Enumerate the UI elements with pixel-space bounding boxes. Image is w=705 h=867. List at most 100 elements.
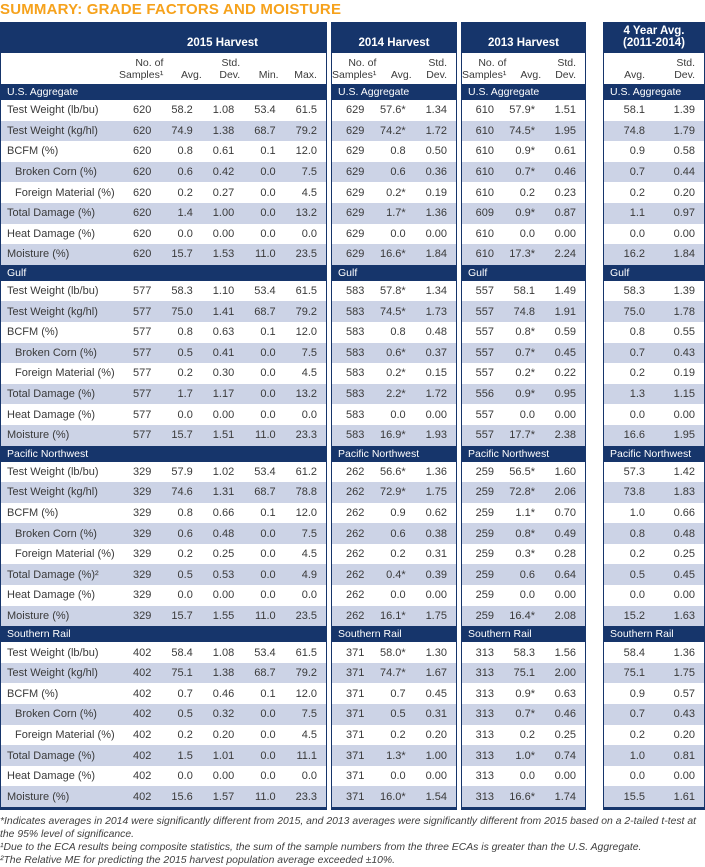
table-row: 0.2 0.19 <box>604 363 704 384</box>
table-row: 0.2 0.25 <box>604 543 704 565</box>
section-header-u-s-aggregate: U.S. Aggregate <box>604 84 704 100</box>
value-cell: 0.27 <box>212 186 235 199</box>
value-cell: 1.74 <box>554 790 576 803</box>
column-headers: No. of Samples¹ Avg. Std. Dev. <box>462 53 585 84</box>
column-header-line2: Avg. <box>624 68 645 81</box>
value-cell: 2.08 <box>554 609 576 622</box>
value-cell: 1.08 <box>212 104 235 117</box>
value-cell: 0.25 <box>673 548 695 561</box>
column-header-line2: Avg. <box>180 68 202 81</box>
value-cell: 1.51 <box>212 429 235 442</box>
row-label: Test Weight (lb/bu) <box>7 285 99 298</box>
value-cell: 0.0 <box>260 408 276 421</box>
value-cell: 371 <box>345 687 365 700</box>
value-cell: 620 <box>133 124 152 137</box>
table-row: 0.9 0.57 <box>604 683 704 705</box>
value-cell: 0.22 <box>554 367 576 380</box>
column-header-line2: Avg. <box>390 68 412 81</box>
panel-header-line: 4 Year Avg. <box>623 25 685 37</box>
value-cell: 1.79 <box>673 124 695 137</box>
value-cell: 0.9 <box>629 145 645 158</box>
table-row: 259 0.8* 0.49 <box>462 523 585 544</box>
value-cell: 16.1* <box>379 609 406 622</box>
footnotes: *Indicates averages in 2014 were signifi… <box>0 815 705 867</box>
value-cell: 0.2 <box>177 367 193 380</box>
table-row: 75.0 1.78 <box>604 301 704 322</box>
value-cell: 259 <box>475 609 494 622</box>
value-cell: 0.00 <box>554 227 576 240</box>
value-cell: 557 <box>475 305 494 318</box>
column-header-line1: Std. <box>428 57 448 69</box>
value-cell: 0.0 <box>177 589 193 602</box>
row-label: BCFM (%) <box>7 326 59 339</box>
value-cell: 12.0 <box>295 506 318 519</box>
value-cell: 0.70 <box>554 506 576 519</box>
table-row: Heat Damage (%) 620 0.0 0.00 0.0 0.0 <box>1 223 326 245</box>
value-cell: 577 <box>133 285 152 298</box>
value-cell: 53.4 <box>254 465 276 478</box>
value-cell: 0.00 <box>425 227 447 240</box>
value-cell: 0.63 <box>212 326 235 339</box>
value-cell: 16.0* <box>379 790 406 803</box>
panel-header-line: 2014 Harvest <box>358 37 430 49</box>
value-cell: 0.2 <box>390 728 406 741</box>
value-cell: 583 <box>345 388 365 401</box>
value-cell: 57.9* <box>509 104 535 117</box>
value-cell: 0.30 <box>212 367 235 380</box>
table-row: 259 72.8* 2.06 <box>462 482 585 503</box>
value-cell: 1.10 <box>212 285 235 298</box>
row-label: Test Weight (lb/bu) <box>7 104 99 117</box>
value-cell: 610 <box>475 124 494 137</box>
value-cell: 0.39 <box>425 568 447 581</box>
value-cell: 0.8* <box>515 527 535 540</box>
value-cell: 0.0 <box>301 408 318 421</box>
value-cell: 0.9* <box>515 145 535 158</box>
value-cell: 0.20 <box>212 728 235 741</box>
value-cell: 1.56 <box>554 646 576 659</box>
value-cell: 1.00 <box>212 207 235 220</box>
value-cell: 15.7 <box>171 429 193 442</box>
value-cell: 0.7* <box>515 708 535 721</box>
table-row: 259 0.6 0.64 <box>462 564 585 586</box>
column-header-line2: Dev. <box>426 68 448 81</box>
value-cell: 0.49 <box>554 527 576 540</box>
table-row: 1.3 1.15 <box>604 383 704 405</box>
value-cell: 0.5 <box>629 568 645 581</box>
value-cell: 0.9* <box>515 207 535 220</box>
value-cell: 1.75 <box>425 486 447 499</box>
value-cell: 0.1 <box>260 326 276 339</box>
page-title: SUMMARY: GRADE FACTORS AND MOISTURE <box>0 1 342 18</box>
table-row: 371 74.7* 1.67 <box>332 662 456 684</box>
value-cell: 0.0 <box>260 527 276 540</box>
panel-2013-harvest: 2013 Harvest No. of Samples¹ Avg. Std. Dev. U.… <box>461 22 586 810</box>
value-cell: 629 <box>345 124 365 137</box>
table-row: 259 1.1* 0.70 <box>462 502 585 524</box>
value-cell: 1.91 <box>554 305 576 318</box>
value-cell: 0.2* <box>515 367 535 380</box>
value-cell: 620 <box>133 207 152 220</box>
table-row: 610 57.9* 1.51 <box>462 100 585 121</box>
value-cell: 79.2 <box>295 667 318 680</box>
value-cell: 0.59 <box>554 326 576 339</box>
value-cell: 609 <box>475 207 494 220</box>
value-cell: 0.2 <box>519 186 535 199</box>
column-header-line2: Samples¹ <box>332 68 377 81</box>
value-cell: 577 <box>133 367 152 380</box>
column-header-line1: Std. <box>676 57 695 69</box>
value-cell: 2.24 <box>554 248 576 261</box>
column-header: Std. Dev. <box>421 57 456 81</box>
value-cell: 0.2 <box>629 548 645 561</box>
table-row: 313 1.0* 0.74 <box>462 745 585 766</box>
value-cell: 58.3 <box>623 285 645 298</box>
column-header: Avg. <box>385 68 420 82</box>
row-label: Heat Damage (%) <box>7 589 96 602</box>
value-cell: 2.38 <box>554 429 576 442</box>
table-row: 57.3 1.42 <box>604 461 704 483</box>
value-cell: 0.64 <box>554 568 576 581</box>
table-row: 0.8 0.55 <box>604 321 704 343</box>
table-row: 557 17.7* 2.38 <box>462 424 585 446</box>
value-cell: 0.31 <box>425 548 447 561</box>
column-header-line1: No. of <box>348 57 377 69</box>
panel-2015-harvest: 2015 Harvest No. of Samples¹ Avg. Std. Dev. Mi… <box>0 22 327 810</box>
